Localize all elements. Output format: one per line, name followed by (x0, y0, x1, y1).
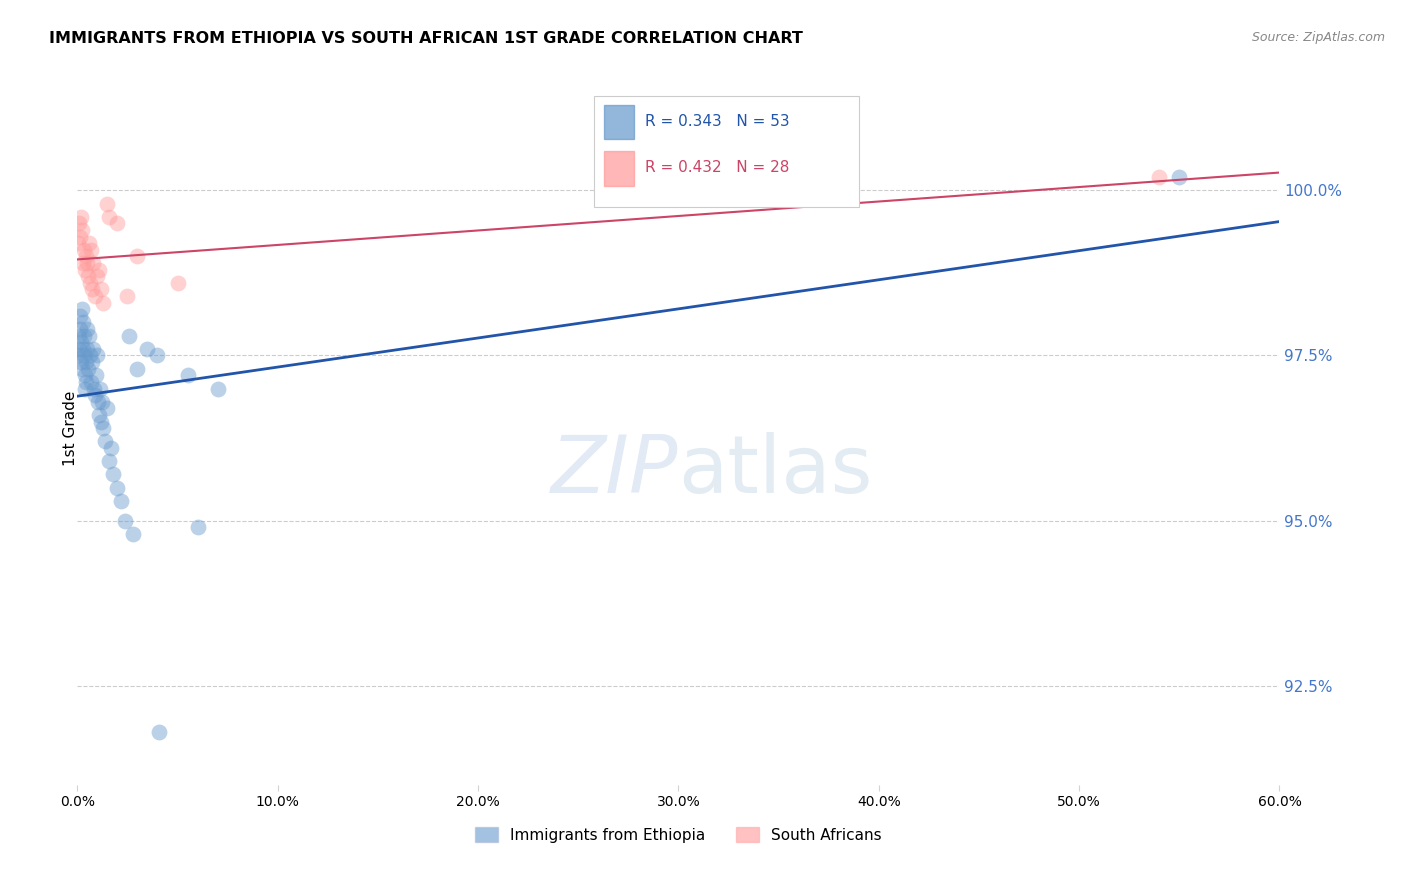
Point (86, 349, 108, 363)
Point (90, 282, 112, 296)
Point (98, 454, 121, 468)
Point (75, 355, 97, 369)
Point (89, 382, 111, 396)
Point (77, 361, 100, 376)
Point (69, 322, 91, 336)
Point (70, 335, 93, 350)
Text: atlas: atlas (679, 432, 873, 510)
Point (84, 289, 107, 303)
Point (148, 725, 170, 739)
Point (75, 249, 97, 263)
Point (79, 236, 101, 251)
Point (70, 302, 93, 317)
Point (77, 269, 100, 284)
Point (67, 328, 90, 343)
Point (73, 349, 96, 363)
Point (75, 375, 97, 389)
Point (69, 309, 91, 323)
Point (79, 349, 101, 363)
Point (72, 256, 94, 270)
Point (72, 342, 94, 356)
Point (96, 196, 118, 211)
Y-axis label: 1st Grade: 1st Grade (63, 391, 77, 466)
Point (75, 382, 97, 396)
Bar (603, 105, 634, 139)
Point (73, 328, 96, 343)
Text: IMMIGRANTS FROM ETHIOPIA VS SOUTH AFRICAN 1ST GRADE CORRELATION CHART: IMMIGRANTS FROM ETHIOPIA VS SOUTH AFRICA… (49, 31, 803, 46)
Point (89, 262, 111, 277)
Point (86, 368, 108, 383)
Point (73, 243, 96, 257)
Point (83, 382, 105, 396)
Point (84, 388, 107, 402)
FancyBboxPatch shape (595, 96, 859, 207)
Point (1149, 170, 1171, 185)
Point (76, 342, 98, 356)
Point (207, 382, 229, 396)
Point (73, 368, 96, 383)
Point (107, 216, 129, 230)
Point (103, 467, 125, 482)
Point (176, 368, 198, 383)
Point (107, 481, 129, 495)
Point (100, 441, 122, 455)
Point (186, 520, 209, 534)
Point (122, 527, 145, 541)
Point (110, 493, 132, 508)
Point (87, 394, 110, 409)
Point (69, 229, 91, 244)
Point (72, 223, 94, 237)
Point (90, 415, 112, 429)
Point (118, 328, 141, 343)
Text: R = 0.343   N = 53: R = 0.343 N = 53 (645, 114, 789, 128)
Point (94, 434, 117, 449)
Point (67, 236, 90, 251)
Point (91, 394, 114, 409)
Point (70, 210, 93, 224)
Point (166, 276, 188, 290)
Point (79, 328, 101, 343)
Point (89, 408, 111, 422)
Point (76, 322, 98, 336)
Point (146, 349, 169, 363)
Point (80, 243, 103, 257)
Point (82, 256, 104, 270)
Point (82, 355, 104, 369)
Point (72, 315, 94, 329)
Point (67, 216, 90, 230)
Point (80, 375, 103, 389)
Point (72, 361, 94, 376)
Point (76, 256, 98, 270)
Text: ZIP: ZIP (551, 432, 679, 510)
Point (82, 282, 104, 296)
Point (70, 355, 93, 369)
Text: Source: ZipAtlas.com: Source: ZipAtlas.com (1251, 31, 1385, 45)
Point (93, 421, 115, 435)
Point (67, 342, 90, 356)
Point (136, 342, 159, 356)
Point (127, 249, 149, 263)
Legend: Immigrants from Ethiopia, South Africans: Immigrants from Ethiopia, South Africans (470, 821, 887, 848)
Bar (603, 152, 634, 186)
Point (98, 210, 121, 224)
Text: R = 0.432   N = 28: R = 0.432 N = 28 (645, 161, 789, 175)
Point (114, 514, 136, 528)
Point (75, 262, 97, 277)
Point (79, 276, 101, 290)
Point (127, 361, 149, 376)
Point (67, 349, 90, 363)
Point (86, 269, 108, 284)
Point (93, 295, 115, 310)
Point (96, 401, 118, 416)
Point (1168, 170, 1191, 185)
Point (117, 289, 139, 303)
Point (82, 342, 104, 356)
